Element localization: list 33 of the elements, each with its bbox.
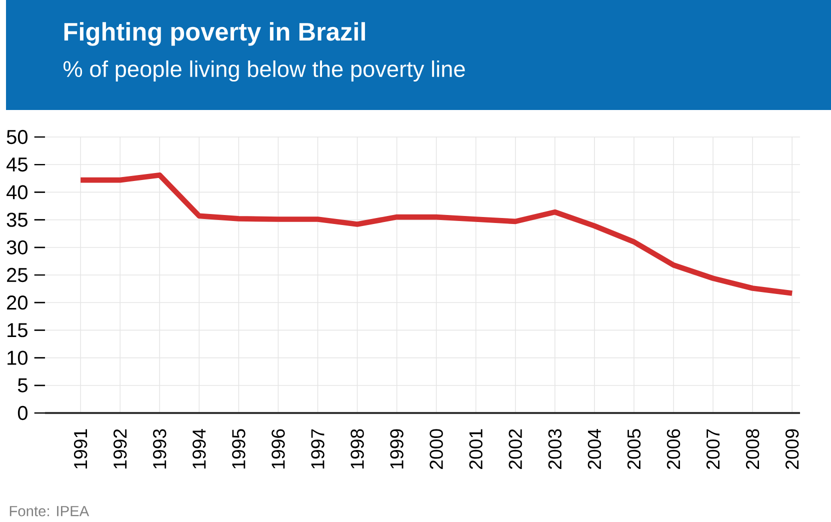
x-tick-label: 1995 (232, 429, 246, 468)
x-tick-label: 2006 (666, 429, 680, 469)
source-note: Fonte: IPEA (10, 506, 90, 516)
y-tick-label: 5 (18, 378, 28, 392)
chart-subtitle: % of people living below the poverty line (64, 60, 465, 82)
x-tick-label: 1991 (74, 429, 88, 468)
x-tick-label: 2005 (627, 429, 641, 469)
x-tick-label: 1994 (192, 428, 206, 468)
x-tick-label: 1998 (350, 429, 364, 468)
x-tick-label: 2003 (548, 429, 562, 469)
y-tick-label: 15 (8, 323, 28, 338)
x-tick-label: 2001 (469, 429, 482, 469)
x-tick-label: 2009 (785, 429, 799, 469)
x-tick-label: 1999 (390, 429, 404, 468)
x-tick-label: 2004 (588, 428, 602, 469)
y-tick-label: 45 (6, 158, 28, 172)
y-tick-label: 40 (6, 185, 28, 200)
x-tick-label: 1996 (272, 429, 285, 468)
x-tick-label: 1992 (113, 429, 127, 468)
x-tick-label: 1997 (311, 429, 324, 468)
y-tick-label: 0 (18, 406, 28, 420)
y-tick-label: 10 (8, 350, 28, 365)
y-tick-label: 35 (6, 212, 28, 227)
x-tick-label: 2008 (746, 429, 760, 469)
y-tick-label: 25 (7, 268, 28, 282)
x-tick-label: 2002 (508, 429, 522, 469)
x-tick-label: 2007 (706, 429, 720, 469)
x-tick-label: 2000 (430, 429, 443, 469)
y-tick-label: 30 (6, 240, 28, 254)
chart-title: Fighting poverty in Brazil (64, 22, 365, 46)
y-tick-label: 50 (6, 130, 28, 144)
x-tick-label: 1993 (153, 429, 166, 468)
y-tick-label: 20 (7, 296, 28, 310)
